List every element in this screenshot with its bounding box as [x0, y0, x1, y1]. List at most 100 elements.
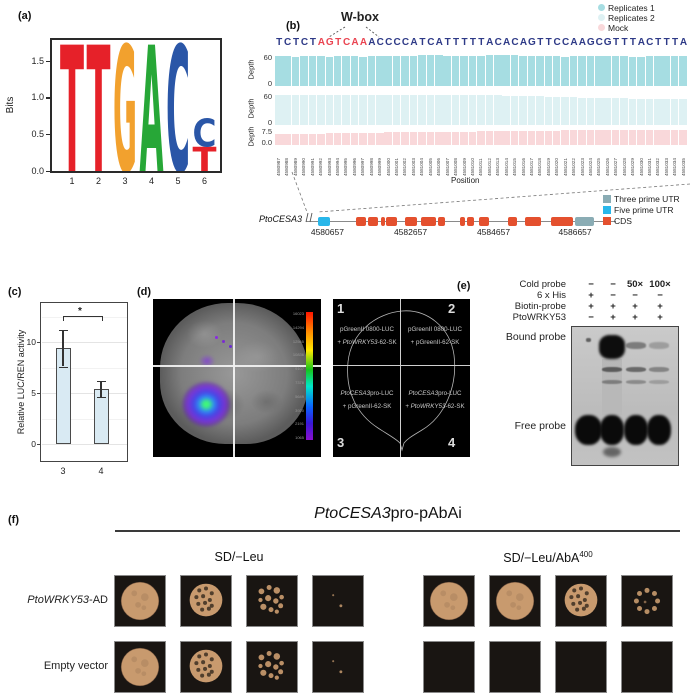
depth-bar: [333, 133, 342, 145]
depth-bar: [367, 94, 376, 125]
depth-bar: [679, 130, 687, 145]
depth-bar: [300, 95, 308, 125]
depth-bar: [392, 132, 401, 145]
quadrant-text: PtoCESA3pro-LUC + PtoWRKY53-62-SK: [405, 390, 465, 410]
luc-y-tickmark: [37, 444, 40, 445]
position-tick-label: 4581028: [621, 158, 627, 176]
yeast-spot: [312, 641, 364, 693]
panel-d-label: (d): [137, 286, 152, 298]
legend-label: Replicates 1: [608, 3, 655, 13]
position-tick-label: 4580992: [318, 158, 324, 176]
depth-bar: [552, 96, 561, 125]
sequence-base: T: [663, 37, 670, 48]
depth-bar: [426, 94, 435, 125]
position-tick-label: 4581013: [495, 158, 501, 176]
depth-bar: [620, 130, 628, 145]
depth-bar: [662, 130, 670, 145]
depth-bar: [333, 94, 342, 125]
luc-y-axis-title: Relative LUC/REN activity: [16, 329, 26, 435]
gene-axis-tick: 4586657: [558, 227, 592, 237]
depth-bar: [384, 55, 393, 86]
crosshair-horizontal: [153, 365, 321, 367]
depth-bar: [460, 131, 468, 145]
row-label-rest: -AD: [89, 594, 108, 606]
emsa-symbol: +: [657, 301, 663, 312]
position-tick-label: 4581005: [427, 158, 433, 176]
cds-exon-box: [355, 217, 366, 226]
bound-probe-band: [626, 342, 646, 349]
position-tick-label: 4580988: [284, 158, 290, 176]
emsa-row-label: Cold probe: [519, 279, 566, 290]
depth-bar: [603, 56, 611, 86]
infiltration-diagram: 1 pGreenII 0800-LUC + PtoWRKY53-62-SK 2 pGre…: [333, 299, 470, 457]
depth-bar: [384, 132, 393, 145]
luminescence-speck: [229, 345, 232, 348]
depth-bar: [300, 56, 308, 86]
yeast-spot: [489, 641, 541, 693]
depth-bar: [317, 133, 325, 145]
depth-bar: [401, 132, 409, 145]
logo-x-tick: 3: [122, 176, 128, 186]
sequence-base: A: [359, 37, 368, 48]
error-bar-line: [100, 380, 102, 398]
position-tick-label: 4581023: [579, 158, 585, 176]
depth-bar: [653, 56, 662, 86]
depth-bar: [359, 133, 367, 145]
depth-bar: [527, 56, 536, 86]
emsa-symbol: +: [610, 301, 616, 312]
shifted-band-faint: [626, 380, 646, 384]
position-axis-title: Position: [451, 176, 480, 185]
yeast-colony-sparse: [332, 594, 343, 608]
svg-text:T: T: [193, 140, 217, 171]
colorbar-tick: 10836: [292, 352, 304, 358]
depth-bar: [443, 131, 451, 145]
bound-probe-band: [599, 335, 625, 359]
bound-probe-band: [585, 338, 591, 342]
svg-text:C: C: [166, 40, 190, 171]
depth-y-tick: 0: [267, 79, 272, 88]
emsa-row-label: PtoWRKY53: [512, 312, 566, 323]
emsa-row-label: 6 x His: [536, 290, 566, 301]
sequence-base: C: [300, 37, 309, 48]
sequence-base: C: [511, 37, 519, 48]
shifted-band: [649, 367, 669, 372]
yeast-spot: [180, 641, 232, 693]
depth-bar: [628, 98, 637, 125]
depth-bar: [595, 130, 603, 145]
logo-y-tick: 1.5: [31, 55, 44, 66]
yeast-colony-ring: [633, 587, 661, 615]
free-probe-band: [574, 415, 602, 445]
logo-letter: T: [60, 40, 84, 171]
depth-bar: [536, 56, 544, 86]
depth-bar: [367, 56, 376, 86]
depth-bar: [485, 95, 494, 125]
depth-bar: [409, 132, 418, 145]
emsa-row-label: Biotin-probe: [514, 301, 566, 312]
logo-y-tickmark: [46, 97, 50, 99]
depth-bar: [561, 56, 569, 86]
position-tick-label: 4581019: [545, 158, 551, 176]
colorbar-tick: 2191: [295, 421, 304, 427]
panel-a-label: (a): [18, 10, 32, 22]
depth-bar: [350, 56, 359, 86]
legend-dot-rep1: [598, 4, 605, 11]
logo-y-tick: 1.0: [31, 92, 44, 103]
depth-bar: [586, 55, 595, 86]
luminescence-blob-small: [196, 352, 218, 370]
emsa-symbol: +: [632, 301, 638, 312]
sequence-base: G: [527, 37, 536, 48]
depth-bar: [367, 133, 376, 145]
cds-exon-box: [405, 217, 418, 226]
free-probe-band: [600, 415, 624, 445]
depth-bar: [527, 96, 536, 125]
position-tick-label: 4581022: [571, 158, 576, 176]
depth-bar: [552, 56, 561, 86]
position-tick-label: 4580989: [292, 158, 298, 176]
depth-bar: [308, 133, 317, 145]
y1h-title-underline: [115, 530, 680, 532]
luc-y-tick: 0: [31, 439, 36, 449]
depth-bar: [569, 130, 578, 145]
media-header: SD/−Leu/AbA400: [503, 550, 593, 566]
cds-exon-box: [508, 217, 517, 226]
depth-bar: [317, 56, 325, 86]
